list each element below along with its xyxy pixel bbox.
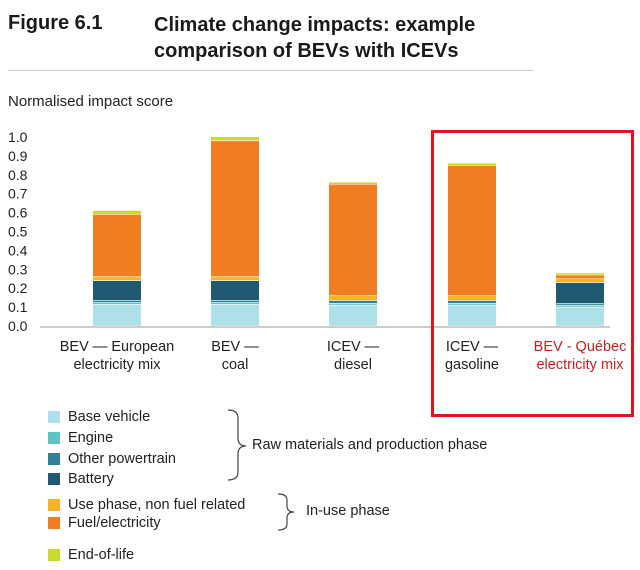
- y-tick-label: 0.5: [8, 224, 28, 240]
- y-tick-label: 0.6: [8, 205, 28, 221]
- legend-label: Fuel/electricity: [68, 515, 161, 531]
- bar-segment: [93, 302, 141, 305]
- legend-swatch: [48, 432, 60, 444]
- bar-segment: [556, 305, 604, 308]
- bar-segment: [93, 210, 141, 215]
- y-tick-label: 0.4: [8, 242, 28, 258]
- category-label-line2: electricity mix: [536, 357, 624, 373]
- category-label-line2: coal: [222, 357, 249, 373]
- y-tick-label: 0.2: [8, 280, 28, 296]
- bar-segment: [448, 305, 496, 326]
- bar-segment: [448, 303, 496, 306]
- bar-segment: [211, 280, 259, 301]
- y-tick-label: 1.0: [8, 129, 28, 145]
- y-tick-label: 0.1: [8, 299, 28, 315]
- bar-segment: [556, 273, 604, 275]
- y-axis-ticks: 1.0 0.9 0.8 0.7 0.6 0.5 0.4 0.3 0.2 0.1 0.0: [8, 129, 28, 334]
- legend-swatch: [48, 473, 60, 485]
- figure-title: Climate change impacts: example comparis…: [154, 14, 476, 62]
- bar-segment: [556, 307, 604, 326]
- bar-segment: [93, 304, 141, 326]
- in-use-brace: [277, 493, 295, 531]
- y-tick-label: 0.9: [8, 148, 28, 164]
- bar-segment: [93, 276, 141, 281]
- legend-group-raw-materials: Raw materials and production phase: [252, 437, 488, 453]
- bar-segment: [448, 300, 496, 304]
- category-label-line1: BEV — European: [60, 339, 174, 355]
- y-tick-label: 0.7: [8, 186, 28, 202]
- raw-materials-brace: [227, 409, 247, 481]
- bar-segment: [448, 163, 496, 166]
- bar-segment: [556, 278, 604, 283]
- legend-label: End-of-life: [68, 547, 135, 563]
- legend-swatch: [48, 411, 60, 423]
- bars: [93, 137, 604, 327]
- legend-label: Use phase, non fuel related: [68, 497, 246, 513]
- bar-segment: [448, 295, 496, 301]
- y-axis-label: Normalised impact score: [8, 93, 174, 110]
- bar-segment: [329, 300, 377, 304]
- legend-group-in-use: In-use phase: [306, 503, 390, 519]
- y-tick-label: 0.8: [8, 167, 28, 183]
- bar-segment: [211, 276, 259, 281]
- category-label-line2: electricity mix: [73, 357, 161, 373]
- y-tick-label: 0.3: [8, 261, 28, 277]
- bar-segment: [93, 214, 141, 277]
- bar-segment: [329, 303, 377, 306]
- legend-label: Engine: [68, 430, 114, 446]
- category-labels: BEV — European electricity mix BEV — coal IC…: [60, 339, 627, 373]
- bar-segment: [329, 305, 377, 326]
- bar-segment: [329, 182, 377, 185]
- bar-segment: [329, 295, 377, 301]
- legend-label: Other powertrain: [68, 451, 176, 467]
- legend-swatch: [48, 453, 60, 465]
- bar-segment: [211, 137, 259, 141]
- bar-segment: [556, 274, 604, 279]
- highlight-box: [431, 130, 634, 417]
- bar-segment: [556, 282, 604, 304]
- y-tick-label: 0.0: [8, 318, 28, 334]
- category-label-line1: ICEV —: [327, 339, 380, 355]
- legend-swatch: [48, 517, 60, 529]
- bar-segment: [211, 302, 259, 305]
- figure-number: Figure 6.1: [8, 12, 103, 34]
- bar-segment: [556, 303, 604, 306]
- legend-label: Battery: [68, 471, 114, 487]
- category-label-line2: diesel: [334, 357, 372, 373]
- stacked-bar-chart: 1.0 0.9 0.8 0.7 0.6 0.5 0.4 0.3 0.2 0.1 0.0 BEV — …: [8, 129, 627, 373]
- legend-label: Base vehicle: [68, 409, 151, 425]
- bar-segment: [211, 140, 259, 277]
- bar-segment: [211, 304, 259, 326]
- legend-swatch: [48, 549, 60, 561]
- bar-segment: [211, 300, 259, 303]
- category-label-line1: ICEV —: [446, 339, 499, 355]
- bar-segment: [329, 184, 377, 296]
- bar-segment: [448, 165, 496, 296]
- legend-swatch: [48, 499, 60, 511]
- figure-header: Figure 6.1 Climate change impacts: examp…: [8, 8, 533, 71]
- bar-segment: [93, 300, 141, 303]
- category-label-line2: gasoline: [445, 357, 499, 373]
- category-label-line1: BEV —: [211, 339, 259, 355]
- category-label-line1: BEV - Québec: [534, 339, 627, 355]
- bar-segment: [93, 280, 141, 301]
